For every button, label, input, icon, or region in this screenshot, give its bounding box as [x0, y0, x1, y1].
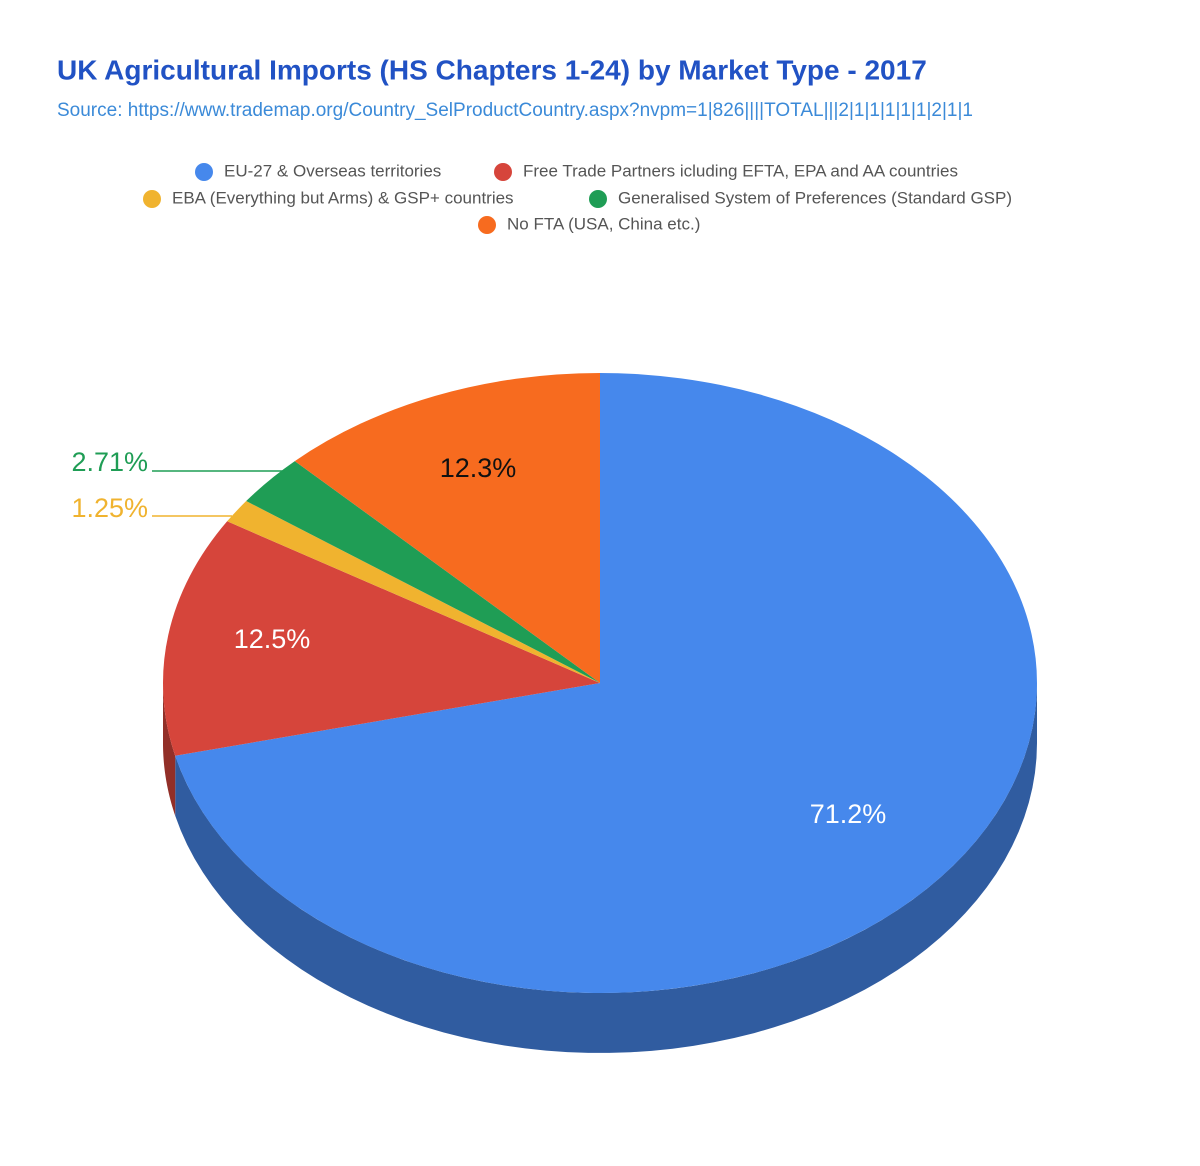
legend-marker: [494, 163, 512, 181]
data-label: 12.3%: [440, 453, 517, 483]
legend-marker: [195, 163, 213, 181]
data-label: 1.25%: [71, 493, 148, 523]
legend-label: No FTA (USA, China etc.): [507, 214, 700, 233]
legend-marker: [478, 216, 496, 234]
legend-label: Generalised System of Preferences (Stand…: [618, 188, 1012, 207]
legend-marker: [143, 190, 161, 208]
data-label: 12.5%: [234, 624, 311, 654]
legend-label: Free Trade Partners icluding EFTA, EPA a…: [523, 161, 958, 180]
data-label: 2.71%: [71, 447, 148, 477]
pie-slice: [175, 373, 1037, 993]
pie-slice: [163, 521, 600, 756]
pie-slice: [227, 501, 600, 683]
pie-side: [175, 683, 1038, 1053]
data-label: 71.2%: [810, 799, 887, 829]
legend-marker: [589, 190, 607, 208]
chart-subtitle: Source: https://www.trademap.org/Country…: [57, 100, 973, 121]
pie-slice: [294, 373, 600, 683]
pie-slice: [246, 461, 600, 683]
chart-title: UK Agricultural Imports (HS Chapters 1-2…: [57, 54, 927, 85]
legend-label: EU-27 & Overseas territories: [224, 161, 441, 180]
legend-label: EBA (Everything but Arms) & GSP+ countri…: [172, 188, 514, 207]
pie-side: [163, 683, 176, 816]
